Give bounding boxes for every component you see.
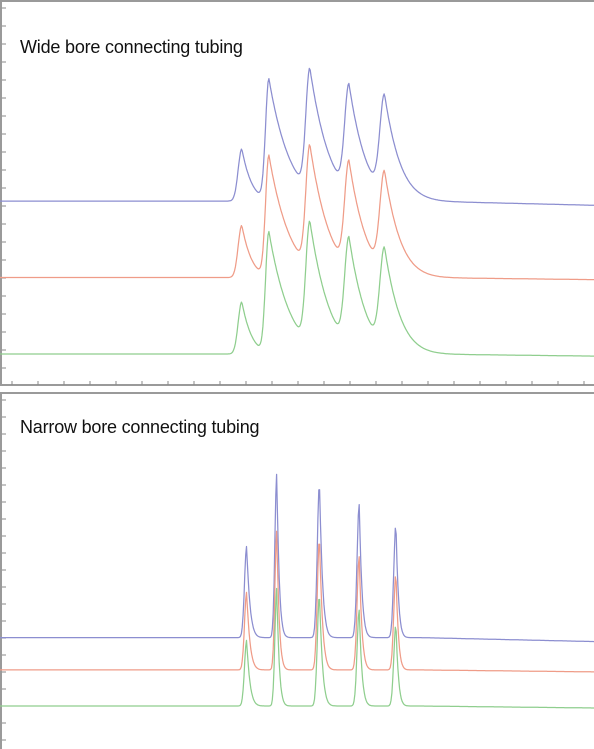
chart-panel-narrow-bore: Narrow bore connecting tubing	[0, 392, 594, 749]
chart-title-wide-bore: Wide bore connecting tubing	[20, 37, 243, 57]
series-line	[0, 530, 594, 673]
series-line	[0, 473, 594, 643]
series-line	[0, 67, 594, 206]
series-line	[0, 220, 594, 357]
chart-title-narrow-bore: Narrow bore connecting tubing	[20, 417, 260, 437]
series-line	[0, 587, 594, 709]
chart-panel-wide-bore: Wide bore connecting tubing	[0, 0, 594, 386]
series-line	[0, 144, 594, 281]
chromatogram-narrow-bore	[0, 392, 594, 749]
chromatogram-wide-bore	[0, 0, 594, 386]
